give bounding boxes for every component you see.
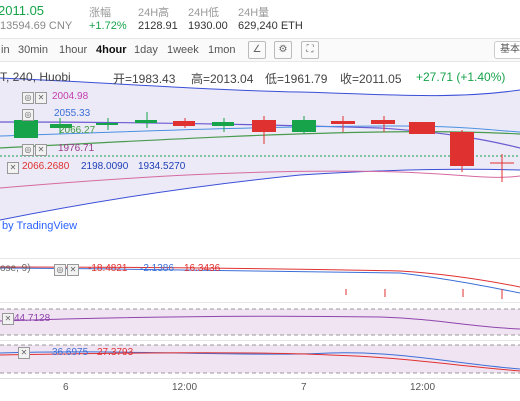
macd-close-icon[interactable]: ✕: [67, 264, 79, 276]
open-value: 开=1983.43: [113, 72, 176, 86]
tf-1day[interactable]: 1day: [134, 44, 158, 56]
tradingview-watermark: by TradingView: [2, 220, 78, 232]
pane2-value: 44.7128: [14, 313, 51, 324]
pane3-v1: 36.6975: [52, 347, 89, 358]
chart-canvas: [0, 77, 520, 221]
tf-30min[interactable]: 30min: [18, 44, 48, 56]
change-value-label: +27.71 (+1.40%): [416, 70, 506, 84]
tf-1min[interactable]: in: [1, 44, 10, 56]
macd-pane[interactable]: ose, 9) ◎ ✕ -18.4821 -2.1386 16.3436: [0, 258, 520, 303]
boll-close-icon[interactable]: ✕: [7, 162, 19, 174]
ma-value-1: 2004.98: [52, 91, 89, 102]
market-stats-bar: 2011.05 13594.69 CNY 涨幅 +1.72% 24H高 2128…: [0, 0, 520, 38]
candles: [14, 112, 514, 182]
macd-label: ose, 9): [0, 263, 31, 274]
ma-close-icon[interactable]: ✕: [35, 92, 47, 104]
ma-hide-icon[interactable]: ◎: [22, 92, 34, 104]
low-value-label: 低=1961.79: [265, 72, 328, 86]
tf-1hour[interactable]: 1hour: [59, 44, 88, 56]
boll-lower: 1934.5270: [138, 161, 186, 172]
tf-1mon[interactable]: 1mon: [208, 44, 236, 56]
indicator-pane-2[interactable]: ✕ 44.7128: [0, 302, 520, 341]
ma4-settings-icon[interactable]: ◎: [22, 144, 34, 156]
boll-mid: 2066.2680: [22, 161, 70, 172]
macd-settings-icon[interactable]: ◎: [54, 264, 66, 276]
xtick-6: 6: [63, 382, 69, 393]
volume-label: 24H量: [238, 7, 270, 19]
low-label: 24H低: [188, 7, 220, 19]
macd-v2: -2.1386: [140, 263, 174, 274]
pane2-canvas: [0, 308, 520, 336]
high-label: 24H高: [138, 7, 170, 19]
pane3-canvas: [0, 344, 520, 374]
high-value: 2128.91: [138, 20, 178, 32]
basic-view-button[interactable]: 基本: [494, 41, 520, 59]
ma-value-3: 2066.27: [59, 125, 96, 136]
last-price: 2011.05: [0, 3, 45, 18]
settings-gear-icon[interactable]: ⚙: [274, 41, 292, 59]
pane3-close-icon[interactable]: ✕: [18, 347, 30, 359]
symbol-label: T, 240, Huobi: [0, 70, 71, 84]
ma-value-4: 1976.71: [58, 143, 95, 154]
low-value: 1930.00: [188, 20, 228, 32]
fullscreen-icon[interactable]: ⛶: [301, 41, 319, 59]
ma2-settings-icon[interactable]: ◎: [22, 109, 34, 121]
xtick-1200-a: 12:00: [172, 382, 198, 393]
macd-v1: -18.4821: [88, 263, 128, 274]
time-axis: 6 12:00 7 12:00: [0, 378, 520, 401]
drawing-tool-icon[interactable]: ∠: [248, 41, 266, 59]
pane3-v2: 27.3793: [97, 347, 134, 358]
macd-v3: 16.3436: [184, 263, 221, 274]
indicator-pane-3[interactable]: ✕ 36.6975 27.3793: [0, 340, 520, 379]
xtick-7: 7: [301, 382, 307, 393]
ma4-close-icon[interactable]: ✕: [35, 144, 47, 156]
price-cny: 13594.69 CNY: [0, 20, 73, 32]
tf-4hour[interactable]: 4hour: [96, 44, 127, 56]
high-value-label: 高=2013.04: [191, 72, 254, 86]
ma-value-2: 2055.33: [54, 108, 91, 119]
xtick-1200-b: 12:00: [410, 382, 436, 393]
change-value: +1.72%: [89, 20, 127, 32]
close-value-label: 收=2011.05: [340, 72, 402, 86]
change-label: 涨幅: [89, 7, 111, 19]
tf-1week[interactable]: 1week: [167, 44, 199, 56]
pane2-close-icon[interactable]: ✕: [2, 313, 14, 325]
timeframe-toolbar: in 30min 1hour 4hour 1day 1week 1mon ∠ ⚙…: [0, 38, 520, 62]
boll-upper: 2198.0090: [81, 161, 129, 172]
macd-canvas: [0, 266, 520, 299]
candlestick-chart[interactable]: T, 240, Huobi 开=1983.43 高=2013.04 低=1961…: [0, 60, 520, 258]
volume-value: 629,240 ETH: [238, 20, 303, 32]
